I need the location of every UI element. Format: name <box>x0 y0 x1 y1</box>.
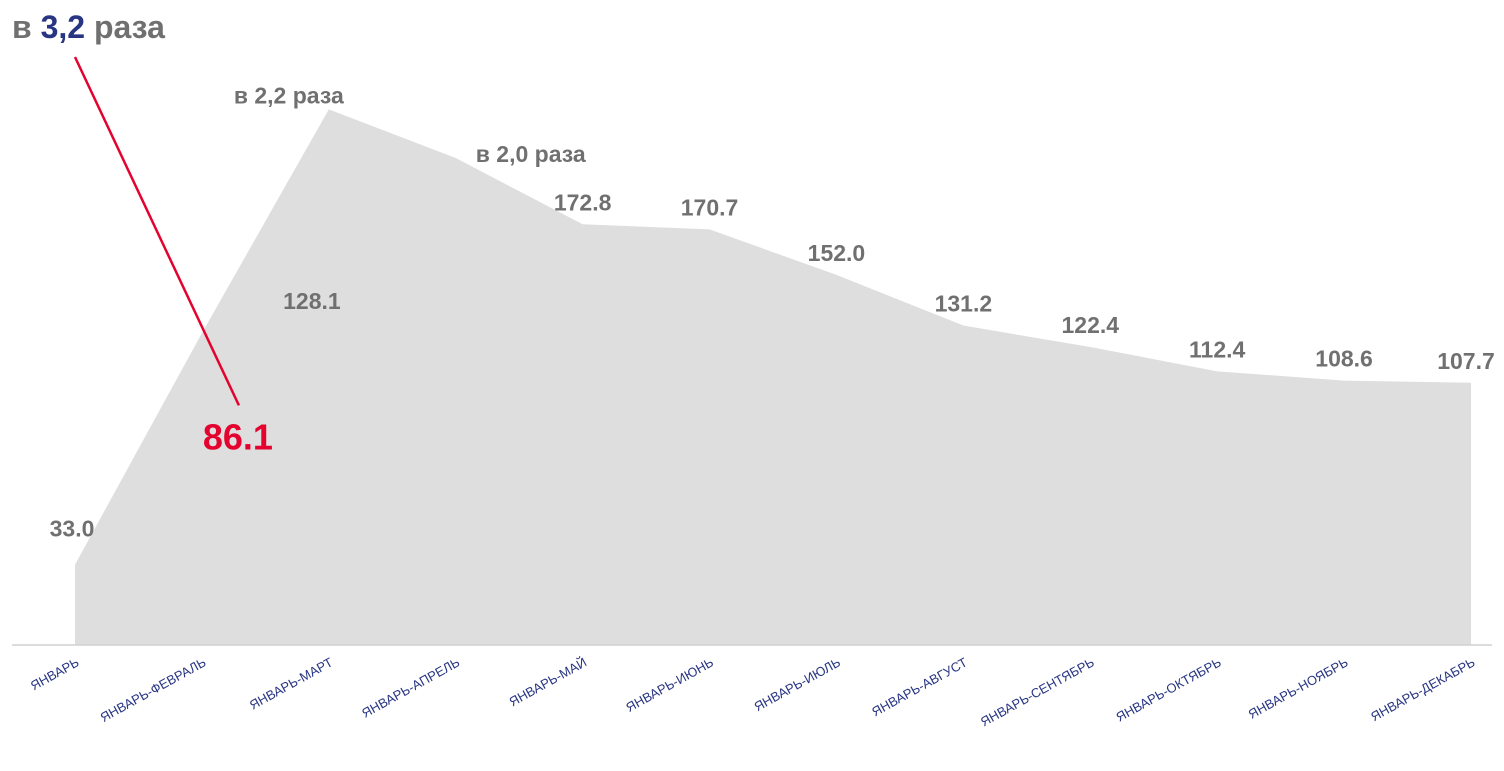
category-label: ЯНВАРЬ-ОКТЯБРЬ <box>1113 655 1223 725</box>
data-label: 33.0 <box>50 516 95 542</box>
data-label: в 2,2 раза <box>234 82 344 108</box>
category-label: ЯНВАРЬ-ДЕКАБРЬ <box>1368 655 1477 725</box>
data-label: 131.2 <box>935 291 993 317</box>
highlight-data-label: 86.1 <box>203 416 273 457</box>
category-label: ЯНВАРЬ-АВГУСТ <box>869 654 970 719</box>
annotation-value: 3,2 <box>41 9 85 45</box>
category-label: ЯНВАРЬ-ИЮЛЬ <box>752 655 843 715</box>
category-label: ЯНВАРЬ-НОЯБРЬ <box>1246 655 1351 722</box>
category-label: ЯНВАРЬ-МАРТ <box>247 654 335 712</box>
data-label: 122.4 <box>1061 312 1119 338</box>
highlight-line <box>73 56 241 406</box>
data-label: 170.7 <box>681 194 739 220</box>
category-label: ЯНВАРЬ-ИЮНЬ <box>623 655 716 715</box>
data-label: в 2,0 раза <box>476 141 586 167</box>
annotation-prefix: в <box>12 9 41 45</box>
growth-annotation: в 3,2 раза <box>12 9 165 45</box>
category-label: ЯНВАРЬ-ФЕВРАЛЬ <box>98 655 209 725</box>
category-label: ЯНВАРЬ <box>28 655 82 694</box>
data-label: 112.4 <box>1189 336 1245 362</box>
data-label: 107.7 <box>1437 348 1495 374</box>
data-label: 108.6 <box>1315 346 1373 372</box>
category-label: ЯНВАРЬ-АПРЕЛЬ <box>359 655 462 721</box>
annotation-suffix: раза <box>85 9 165 45</box>
area-series <box>75 109 1471 645</box>
category-axis-labels: ЯНВАРЬ ЯНВАРЬ-ФЕВРАЛЬ ЯНВАРЬ-МАРТ ЯНВАРЬ-АП… <box>28 654 1478 729</box>
category-label: ЯНВАРЬ-СЕНТЯБРЬ <box>978 655 1097 730</box>
data-label: 152.0 <box>808 240 866 266</box>
data-label: 128.1 <box>283 288 341 314</box>
data-labels: 33.0 128.1 в 2,2 раза в 2,0 раза 172.8 170.7 1… <box>50 82 1495 541</box>
category-label: ЯНВАРЬ-МАЙ <box>507 655 590 710</box>
data-label: 172.8 <box>554 189 612 215</box>
